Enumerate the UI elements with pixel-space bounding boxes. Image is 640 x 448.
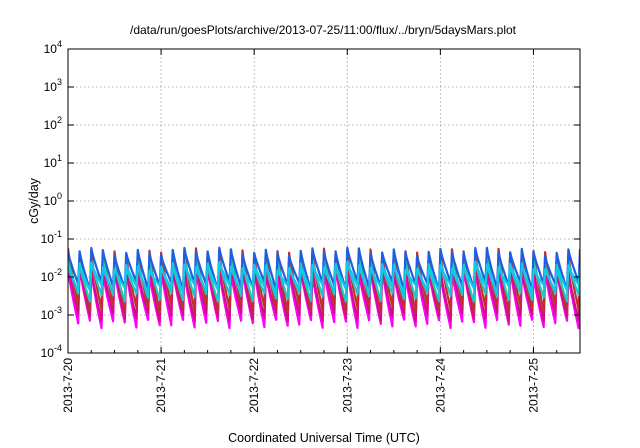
y-tick-label: 102	[44, 115, 62, 132]
series-line	[68, 246, 580, 292]
x-tick-label: 2013-7-21	[154, 358, 168, 413]
y-tick-label: 100	[44, 191, 62, 208]
y-tick-label: 10-1	[41, 229, 62, 246]
y-tick-label: 10-4	[41, 343, 62, 360]
x-tick-label: 2013-7-25	[526, 358, 540, 413]
x-axis-label: Coordinated Universal Time (UTC)	[228, 431, 420, 445]
x-tick-label: 2013-7-24	[433, 358, 447, 413]
y-axis-label: cGy/day	[27, 177, 41, 224]
chart-title: /data/run/goesPlots/archive/2013-07-25/1…	[130, 23, 517, 37]
y-tick-label: 101	[44, 153, 62, 170]
y-tick-label: 10-3	[41, 305, 62, 322]
y-tick-label: 10-2	[41, 267, 62, 284]
series-line	[68, 260, 580, 295]
x-tick-label: 2013-7-23	[340, 358, 354, 413]
series-line	[68, 261, 580, 323]
y-tick-label: 104	[44, 39, 62, 56]
series-group	[68, 246, 580, 330]
x-tick-label: 2013-7-22	[247, 358, 261, 413]
x-axis: 2013-7-20 2013-7-21 2013-7-22 2013-7-23 2013…	[61, 49, 581, 413]
x-tick-label: 2013-7-20	[61, 358, 75, 413]
y-tick-label: 103	[44, 77, 62, 94]
